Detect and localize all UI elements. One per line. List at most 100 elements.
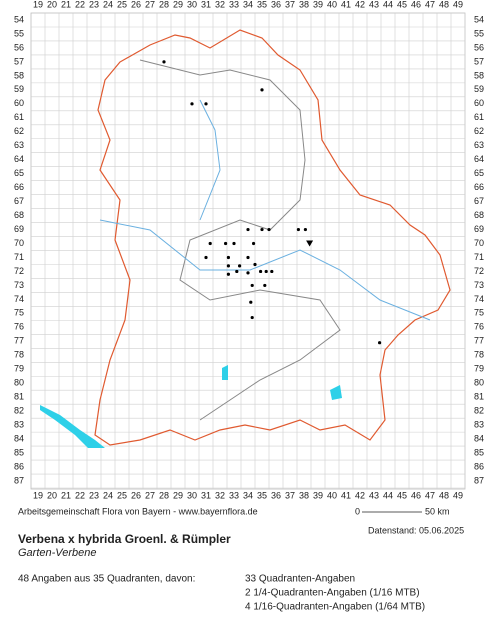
column-label: 26: [131, 490, 141, 500]
record-dot: [232, 241, 236, 246]
record-dot: [235, 269, 239, 274]
row-label: 81: [14, 392, 24, 402]
record-dot: [267, 227, 271, 232]
row-label: 54: [474, 14, 484, 24]
column-label: 46: [411, 0, 421, 9]
column-label: 38: [299, 490, 309, 500]
row-label: 58: [14, 70, 24, 80]
detail: 33 Quadranten-Angaben: [245, 574, 355, 585]
column-label: 30: [187, 490, 197, 500]
column-label: 43: [369, 0, 379, 9]
column-label: 43: [369, 490, 379, 500]
column-label: 47: [425, 490, 435, 500]
row-label: 73: [14, 280, 24, 290]
row-label: 61: [474, 112, 484, 122]
row-label: 59: [474, 84, 484, 94]
column-label: 36: [271, 0, 281, 9]
lake: [40, 405, 105, 448]
scale-start: 0: [355, 506, 360, 516]
river: [199, 99, 221, 221]
row-label: 68: [474, 210, 484, 220]
record-dot: [226, 264, 230, 268]
row-label: 69: [474, 224, 484, 234]
record-dot: [162, 60, 166, 64]
common-name: Garten-Verbene: [18, 547, 96, 559]
record-dot: [260, 227, 264, 232]
row-label: 87: [14, 475, 24, 485]
row-label: 60: [474, 98, 484, 108]
row-label: 81: [474, 392, 484, 402]
column-label: 40: [327, 490, 337, 500]
row-label: 85: [14, 447, 24, 457]
column-label: 37: [285, 0, 295, 9]
record-dot: [238, 264, 242, 268]
row-label: 56: [14, 42, 24, 52]
record-dot: [296, 227, 300, 232]
column-label: 19: [33, 490, 43, 500]
row-label: 70: [14, 238, 24, 248]
row-label: 68: [14, 210, 24, 220]
column-label: 47: [425, 0, 435, 9]
row-label: 64: [14, 154, 24, 164]
row-label: 73: [474, 280, 484, 290]
column-label: 27: [145, 490, 155, 500]
record-dot: [250, 283, 254, 288]
record-dot: [226, 272, 230, 276]
record-dot: [259, 269, 263, 274]
column-label: 30: [187, 0, 197, 9]
record-dot: [246, 227, 250, 232]
column-label: 35: [257, 0, 267, 9]
river: [99, 219, 431, 321]
record-dot: [204, 102, 208, 106]
lake: [330, 385, 342, 400]
date: Datenstand: 05.06.2025: [368, 525, 464, 535]
row-label: 72: [474, 266, 484, 276]
column-label: 27: [145, 0, 155, 9]
column-label: 23: [89, 0, 99, 9]
record-dot: [263, 283, 267, 288]
column-label: 28: [159, 0, 169, 9]
column-label: 23: [89, 490, 99, 500]
column-label: 36: [271, 490, 281, 500]
column-label: 20: [47, 490, 57, 500]
row-label: 66: [14, 182, 24, 192]
row-label: 54: [14, 14, 24, 24]
row-label: 84: [474, 433, 484, 443]
column-label: 49: [453, 490, 463, 500]
record-dot: [378, 341, 382, 345]
column-label: 44: [383, 490, 393, 500]
column-label: 32: [215, 0, 225, 9]
column-label: 26: [131, 0, 141, 9]
row-label: 74: [14, 294, 24, 304]
column-label: 31: [201, 490, 211, 500]
records: [162, 60, 382, 345]
row-label: 65: [14, 168, 24, 178]
column-label: 49: [453, 0, 463, 9]
row-label: 78: [14, 350, 24, 360]
record-dot: [190, 102, 194, 106]
record-dot: [208, 241, 212, 246]
row-label: 55: [14, 28, 24, 38]
column-label: 31: [201, 0, 211, 9]
row-label: 83: [14, 420, 24, 430]
grid: [31, 13, 466, 489]
column-label: 19: [33, 0, 43, 9]
row-label: 63: [474, 140, 484, 150]
row-label: 76: [14, 322, 24, 332]
column-label: 25: [117, 0, 127, 9]
column-label: 21: [61, 0, 71, 9]
row-label: 57: [474, 56, 484, 66]
column-label: 34: [243, 0, 253, 9]
column-label: 40: [327, 0, 337, 9]
row-label: 75: [474, 308, 484, 318]
record-dot: [226, 255, 230, 260]
column-label: 48: [439, 0, 449, 9]
row-label: 56: [474, 42, 484, 52]
row-label: 85: [474, 447, 484, 457]
row-label: 75: [14, 308, 24, 318]
column-label: 48: [439, 490, 449, 500]
row-label: 71: [14, 252, 24, 262]
detail: 4 1/16-Quadranten-Angaben (1/64 MTB): [245, 602, 425, 613]
row-label: 57: [14, 56, 24, 66]
row-label: 78: [474, 350, 484, 360]
